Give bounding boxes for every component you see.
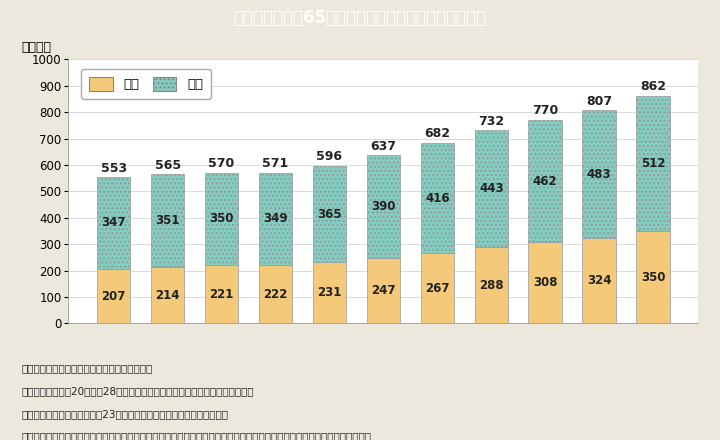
- Text: ４．就業者数は，小数点第１位を四捨五入しているため，女性及び男性の合計数と就業者総数が異なる場合がある。: ４．就業者数は，小数点第１位を四捨五入しているため，女性及び男性の合計数と就業者…: [22, 432, 372, 440]
- Bar: [636, 96, 670, 231]
- Bar: [420, 143, 454, 253]
- Text: 347: 347: [102, 216, 126, 229]
- Bar: [258, 265, 292, 323]
- Text: 350: 350: [641, 271, 665, 284]
- Text: 462: 462: [533, 175, 557, 187]
- Text: 324: 324: [587, 274, 611, 287]
- Text: 288: 288: [479, 279, 503, 292]
- Bar: [474, 247, 508, 323]
- Text: 350: 350: [210, 213, 234, 225]
- Text: ２．平成20年から28年までの値は，時系列接続用数値を用いている。: ２．平成20年から28年までの値は，時系列接続用数値を用いている。: [22, 386, 254, 396]
- Text: 483: 483: [587, 168, 611, 180]
- Bar: [582, 110, 616, 238]
- Text: 214: 214: [156, 289, 180, 302]
- Bar: [97, 269, 130, 323]
- Text: 443: 443: [479, 183, 503, 195]
- Text: 732: 732: [478, 115, 504, 128]
- Text: 231: 231: [318, 286, 342, 299]
- Bar: [205, 265, 238, 323]
- Text: 267: 267: [425, 282, 449, 295]
- Text: 349: 349: [264, 212, 288, 225]
- Bar: [366, 258, 400, 323]
- Bar: [205, 172, 238, 265]
- Text: 571: 571: [262, 157, 289, 170]
- Bar: [528, 120, 562, 242]
- Text: 570: 570: [209, 157, 235, 170]
- Text: 207: 207: [102, 290, 126, 303]
- Bar: [528, 242, 562, 323]
- Text: ３．就業者数の平成23年値は，総務省が補完的に推計した値。: ３．就業者数の平成23年値は，総務省が補完的に推計した値。: [22, 409, 229, 419]
- Text: 770: 770: [532, 104, 558, 117]
- Bar: [151, 174, 184, 267]
- Text: Ｉ－５－８図　65歳以上の就業者数の推移（男女別）: Ｉ－５－８図 65歳以上の就業者数の推移（男女別）: [233, 9, 487, 27]
- Text: 596: 596: [317, 150, 343, 163]
- Bar: [366, 155, 400, 258]
- Bar: [474, 130, 508, 247]
- Text: 416: 416: [425, 191, 450, 205]
- Text: 682: 682: [424, 128, 450, 140]
- Bar: [97, 177, 130, 269]
- Bar: [636, 231, 670, 323]
- Text: 565: 565: [155, 158, 181, 172]
- Text: 390: 390: [371, 200, 396, 213]
- Bar: [258, 172, 292, 265]
- Text: 553: 553: [101, 161, 127, 175]
- Text: 637: 637: [370, 139, 397, 153]
- Legend: 女性, 男性: 女性, 男性: [81, 69, 211, 99]
- Bar: [312, 166, 346, 262]
- Text: 512: 512: [641, 157, 665, 170]
- Text: 351: 351: [156, 214, 180, 227]
- Bar: [582, 238, 616, 323]
- Text: （備考）１．総務省「労働力調査」より作成。: （備考）１．総務省「労働力調査」より作成。: [22, 363, 153, 373]
- Text: 247: 247: [371, 284, 396, 297]
- Bar: [312, 262, 346, 323]
- Text: 365: 365: [317, 208, 342, 221]
- Bar: [420, 253, 454, 323]
- Text: 308: 308: [533, 276, 557, 289]
- Text: 222: 222: [264, 288, 288, 301]
- Bar: [151, 267, 184, 323]
- Text: （万人）: （万人）: [21, 41, 51, 54]
- Text: 862: 862: [640, 80, 666, 93]
- Text: 221: 221: [210, 288, 234, 301]
- Text: 807: 807: [586, 95, 612, 108]
